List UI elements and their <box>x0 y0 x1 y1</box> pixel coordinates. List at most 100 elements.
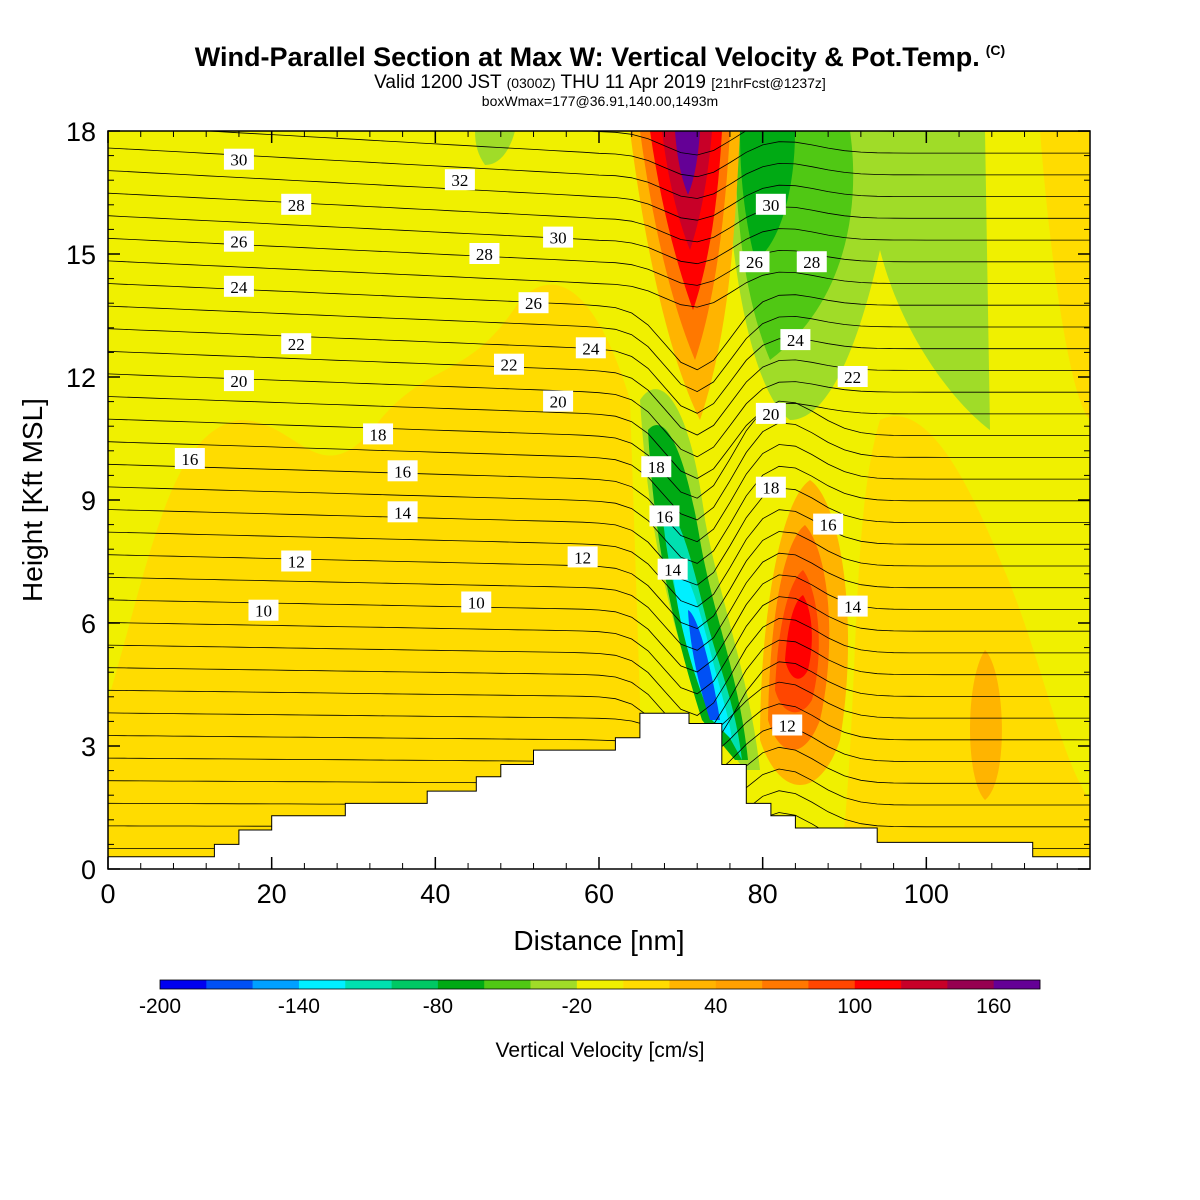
contour-label-bg <box>755 193 786 215</box>
box-info-label: boxWmax=177@36.91,140.00,1493m <box>481 93 719 109</box>
contour-label: 20 <box>223 370 254 392</box>
y-tick-label: 18 <box>66 117 96 147</box>
colorbar-tick-label: 160 <box>976 995 1011 1018</box>
theta-contour-line <box>108 192 1090 243</box>
contour-label-text: 18 <box>762 479 779 498</box>
contour-label: 16 <box>813 513 844 535</box>
y-tick-label: 3 <box>81 732 96 762</box>
contour-label-bg <box>649 505 680 527</box>
colorbar-swatch <box>160 980 207 989</box>
contour-label-text: 24 <box>230 278 248 297</box>
contour-label-text: 18 <box>648 458 665 477</box>
y-tick-label: 6 <box>81 609 96 639</box>
colorbar-swatch <box>206 980 253 989</box>
valid-time-label: Valid 1200 JST <box>374 72 502 93</box>
contour-label-text: 18 <box>370 425 387 444</box>
theta-contour-line <box>108 703 1090 762</box>
colorbar-swatch <box>993 980 1041 989</box>
contour-label-bg <box>755 402 786 424</box>
theta-contour-line <box>108 400 1090 499</box>
contour-label-text: 20 <box>230 372 247 391</box>
colorbar-tick-label: 40 <box>704 995 727 1018</box>
theta-contour-line <box>108 283 1090 371</box>
contour-label-text: 16 <box>820 516 837 535</box>
contour-label-text: 26 <box>230 233 247 252</box>
colorbar-swatch <box>854 980 902 989</box>
theta-contour-line <box>108 681 1090 741</box>
contour-label-bg <box>575 337 606 359</box>
colorbar-frame <box>159 979 1041 990</box>
contour-label-text: 14 <box>844 598 862 617</box>
updraft-column-purple <box>675 131 700 195</box>
theta-contour-line <box>108 170 1090 221</box>
contour-label: 10 <box>248 599 279 621</box>
contour-label: 22 <box>493 353 524 375</box>
contour-label-text: 22 <box>844 368 861 387</box>
theta-contour-line <box>108 531 1090 630</box>
contour-label-bg <box>780 329 811 351</box>
theta-contour-line <box>108 305 1090 393</box>
contour-label-text: 28 <box>476 245 493 264</box>
contour-label-text: 12 <box>288 553 305 572</box>
x-tick-label: 100 <box>904 879 949 909</box>
colorbar-tick-label: -140 <box>278 995 320 1018</box>
contour-label: 28 <box>281 193 312 215</box>
contour-label-bg <box>813 513 844 535</box>
contour-label: 26 <box>223 230 254 252</box>
chart-subtitle: Valid 1200 JST (0300Z) THU 11 Apr 2019 [… <box>0 72 1200 94</box>
velocity-fill-layer <box>108 131 1090 869</box>
theta-contour-line <box>108 661 1090 760</box>
x-tick-label: 40 <box>420 879 450 909</box>
contour-label-bg <box>281 550 312 572</box>
contour-label-bg <box>739 251 770 273</box>
theta-contour-line <box>108 237 1090 286</box>
contour-label: 18 <box>363 423 394 445</box>
colorbar-title: Vertical Velocity [cm/s] <box>496 1039 705 1062</box>
contour-label: 28 <box>469 243 500 264</box>
colorbar-tick-label: 100 <box>837 995 872 1018</box>
contour-label-bg <box>755 476 786 498</box>
colorbar-swatch <box>808 980 856 989</box>
x-tick-label: 20 <box>257 879 287 909</box>
colorbar-tick-label: -200 <box>139 995 181 1018</box>
contour-label-bg <box>796 251 827 273</box>
contour-label: 14 <box>657 558 688 580</box>
downdraft-blue <box>688 610 720 720</box>
orange-cell-right <box>970 650 1002 800</box>
contour-label: 30 <box>543 226 574 248</box>
theta-contour-line <box>108 350 1090 436</box>
colorbar-swatch <box>901 980 948 989</box>
contour-label-text: 12 <box>574 548 591 567</box>
contour-label-bg <box>461 591 492 613</box>
terrain-profile <box>107 712 1091 870</box>
colorbar-swatch <box>484 980 531 989</box>
contour-label-bg <box>223 370 254 392</box>
colorbar-swatch <box>623 980 670 989</box>
contour-label-text: 24 <box>787 331 805 350</box>
theta-contour-line <box>108 373 1090 458</box>
colorbar-swatch <box>715 980 763 989</box>
colorbar-swatch <box>530 980 578 989</box>
contour-label: 24 <box>780 329 811 351</box>
lee-updraft-core <box>785 595 812 679</box>
theta-contour-line <box>108 509 1090 608</box>
contour-label: 12 <box>772 714 803 736</box>
colorbar: -200 -140 -80 -20 40 100 160 <box>139 979 1041 1018</box>
contour-label: 22 <box>837 366 868 387</box>
contour-label: 20 <box>755 402 786 424</box>
x-tick-label: 0 <box>100 879 115 909</box>
chart-title: Wind-Parallel Section at Max W: Vertical… <box>0 42 1200 73</box>
contour-label-bg <box>567 546 598 568</box>
theta-contour-line <box>108 260 1090 308</box>
colorbar-tick-label: -80 <box>423 995 453 1018</box>
contour-label: 22 <box>281 333 312 355</box>
contour-label: 30 <box>223 148 254 170</box>
contour-label: 28 <box>796 251 827 273</box>
green-top-left <box>475 131 515 165</box>
contour-label-text: 30 <box>762 196 779 215</box>
theta-contour-line <box>108 396 1090 479</box>
theta-contour-line <box>108 422 1090 521</box>
contour-label-text: 28 <box>288 196 305 215</box>
x-axis-title: Distance [nm] <box>513 925 684 956</box>
